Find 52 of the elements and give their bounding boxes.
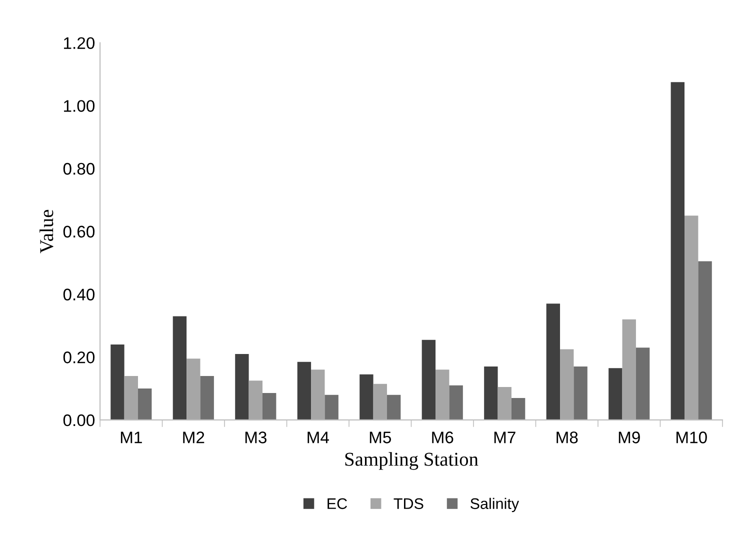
bar bbox=[324, 394, 338, 420]
x-tick-label: M6 bbox=[432, 432, 454, 444]
x-tick-label: M10 bbox=[676, 432, 707, 444]
bar bbox=[636, 348, 650, 420]
bar bbox=[172, 316, 187, 420]
bar bbox=[449, 385, 463, 420]
bar bbox=[311, 370, 325, 420]
bar bbox=[622, 319, 636, 420]
bar bbox=[110, 344, 124, 420]
y-tick-label: 0.60 bbox=[63, 226, 95, 238]
x-axis-title: Sampling Station bbox=[345, 452, 478, 470]
bar bbox=[360, 374, 374, 420]
bar bbox=[422, 340, 436, 420]
bar bbox=[235, 354, 249, 420]
x-tick-label: M4 bbox=[308, 432, 329, 444]
bar bbox=[698, 261, 712, 420]
x-tick-label: M7 bbox=[494, 432, 516, 444]
bar bbox=[124, 376, 138, 420]
y-tick-label: 1.00 bbox=[64, 100, 95, 112]
x-tick-label: M2 bbox=[183, 432, 204, 444]
x-tick-label: M5 bbox=[370, 432, 392, 444]
legend-label: EC bbox=[328, 498, 348, 510]
bar bbox=[386, 394, 401, 420]
bar bbox=[248, 380, 262, 420]
bar bbox=[262, 392, 276, 420]
bar bbox=[608, 368, 622, 420]
x-tick-label: M3 bbox=[245, 432, 266, 444]
bar bbox=[484, 366, 498, 420]
bar bbox=[436, 370, 450, 420]
y-tick-label: 1.20 bbox=[64, 37, 95, 50]
y-tick-label: 0.00 bbox=[63, 414, 95, 426]
bar bbox=[546, 304, 560, 420]
legend-label: TDS bbox=[394, 498, 424, 510]
bar bbox=[138, 388, 152, 420]
bar bbox=[670, 82, 685, 420]
y-tick-label: 0.40 bbox=[63, 288, 95, 300]
y-axis-title: Value bbox=[40, 210, 54, 254]
bar bbox=[297, 362, 312, 420]
bar bbox=[200, 376, 214, 420]
x-tick-label: M8 bbox=[556, 432, 578, 444]
y-tick-label: 0.80 bbox=[63, 162, 95, 175]
x-tick-label: M1 bbox=[120, 432, 142, 444]
bar bbox=[511, 398, 526, 420]
bar bbox=[574, 366, 588, 420]
y-tick-label: 0.20 bbox=[63, 352, 95, 364]
bar bbox=[684, 216, 698, 420]
bar bbox=[498, 386, 512, 420]
x-tick-label: M9 bbox=[618, 432, 640, 444]
legend-label: Salinity bbox=[470, 498, 520, 512]
bar bbox=[186, 358, 200, 420]
bar bbox=[560, 349, 574, 420]
bar bbox=[373, 384, 387, 420]
